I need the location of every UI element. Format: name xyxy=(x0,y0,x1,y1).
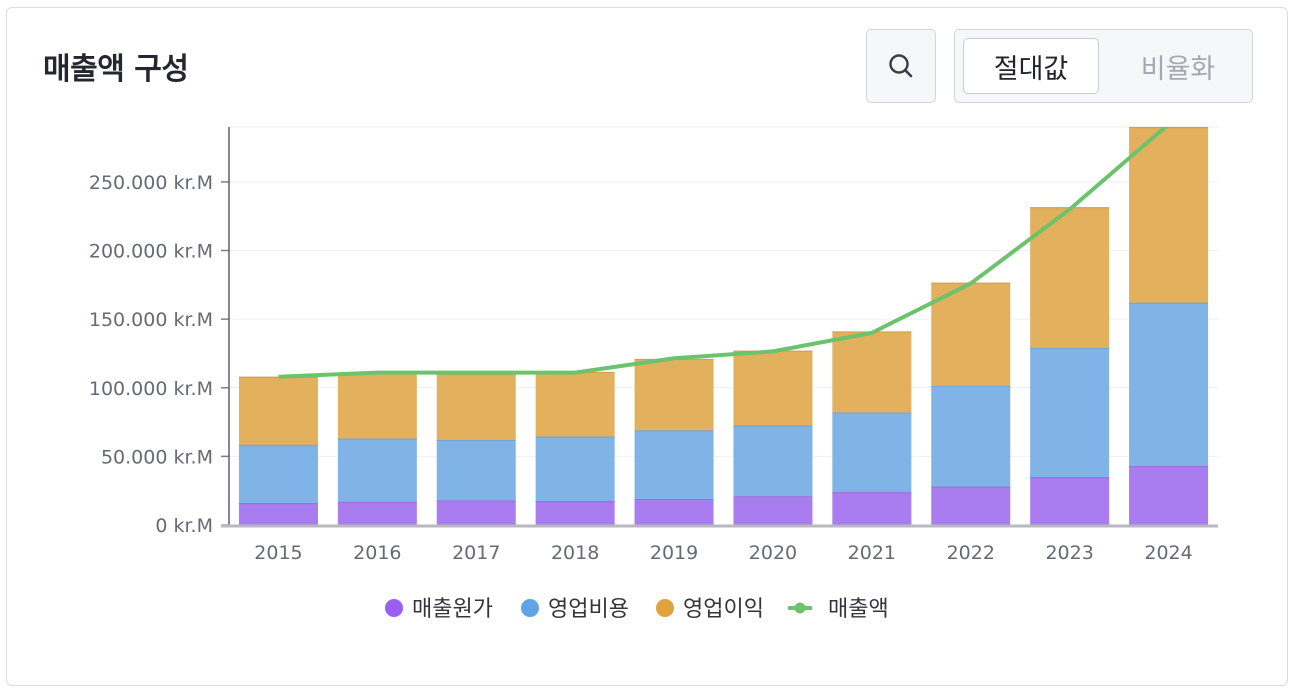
bar-cost-of-sales xyxy=(733,496,813,525)
bar-operating-expenses xyxy=(733,425,813,497)
x-tick-label: 2016 xyxy=(353,542,401,564)
search-icon xyxy=(889,54,913,78)
bar-operating-expenses xyxy=(436,439,516,501)
x-tick-label: 2020 xyxy=(749,542,797,564)
absolute-value-tab[interactable]: 절대값 xyxy=(963,38,1099,94)
bar-cost-of-sales xyxy=(1030,476,1110,525)
bar-operating-income xyxy=(832,331,912,413)
y-tick-label: 150.000 kr.M xyxy=(89,309,213,331)
bar-cost-of-sales xyxy=(436,500,516,525)
legend-operating-income-label: 영업이익 xyxy=(683,597,764,622)
bar-cost-of-sales xyxy=(634,498,714,525)
x-tick-label: 2023 xyxy=(1045,542,1093,564)
y-tick-label: 200.000 kr.M xyxy=(89,241,213,263)
bar-operating-expenses xyxy=(832,412,912,493)
bar-operating-expenses xyxy=(535,436,615,501)
x-tick-label: 2015 xyxy=(254,542,302,564)
bar-operating-income xyxy=(634,358,714,431)
y-tick-label: 50.000 kr.M xyxy=(101,446,213,468)
bar-operating-income xyxy=(535,371,615,437)
search-button[interactable] xyxy=(866,29,936,103)
legend-operating-income-marker xyxy=(656,599,674,617)
bar-cost-of-sales xyxy=(238,503,318,525)
legend-operating-expenses-marker xyxy=(521,599,539,617)
bar-operating-income xyxy=(1129,127,1209,303)
bar-operating-income xyxy=(436,374,516,440)
legend-cost-of-sales-label: 매출원가 xyxy=(412,597,493,622)
view-mode-toggle: 절대값 비율화 xyxy=(954,29,1253,103)
bar-operating-expenses xyxy=(337,438,417,502)
bar-operating-expenses xyxy=(634,430,714,499)
bar-operating-expenses xyxy=(1129,302,1209,466)
bar-cost-of-sales xyxy=(931,486,1011,525)
bar-cost-of-sales xyxy=(337,501,417,525)
normalized-tab[interactable]: 비율화 xyxy=(1140,53,1216,85)
bar-operating-expenses xyxy=(1030,347,1110,477)
bar-cost-of-sales xyxy=(832,492,912,525)
legend-revenue-label: 매출액 xyxy=(828,597,889,622)
bar-operating-income xyxy=(337,372,417,439)
x-tick-label: 2018 xyxy=(551,542,599,564)
bar-cost-of-sales xyxy=(1129,465,1209,525)
page-title: 매출액 구성 xyxy=(43,52,189,87)
x-tick-label: 2022 xyxy=(947,542,995,564)
bar-operating-income xyxy=(733,350,813,426)
x-tick-label: 2019 xyxy=(650,542,698,564)
legend-operating-expenses-label: 영업비용 xyxy=(548,597,629,622)
legend-revenue-marker-dot xyxy=(794,602,806,614)
bar-operating-income xyxy=(238,376,318,445)
bar-operating-income xyxy=(931,282,1011,386)
y-tick-label: 0 kr.M xyxy=(155,515,213,537)
bar-cost-of-sales xyxy=(535,500,615,525)
x-tick-label: 2024 xyxy=(1144,542,1192,564)
bar-operating-expenses xyxy=(238,444,318,504)
x-tick-label: 2021 xyxy=(848,542,896,564)
legend-cost-of-sales-marker xyxy=(385,599,403,617)
revenue-line xyxy=(278,127,1169,379)
bar-operating-expenses xyxy=(931,385,1011,487)
x-tick-label: 2017 xyxy=(452,542,500,564)
y-tick-label: 100.000 kr.M xyxy=(89,378,213,400)
y-tick-label: 250.000 kr.M xyxy=(89,172,213,194)
